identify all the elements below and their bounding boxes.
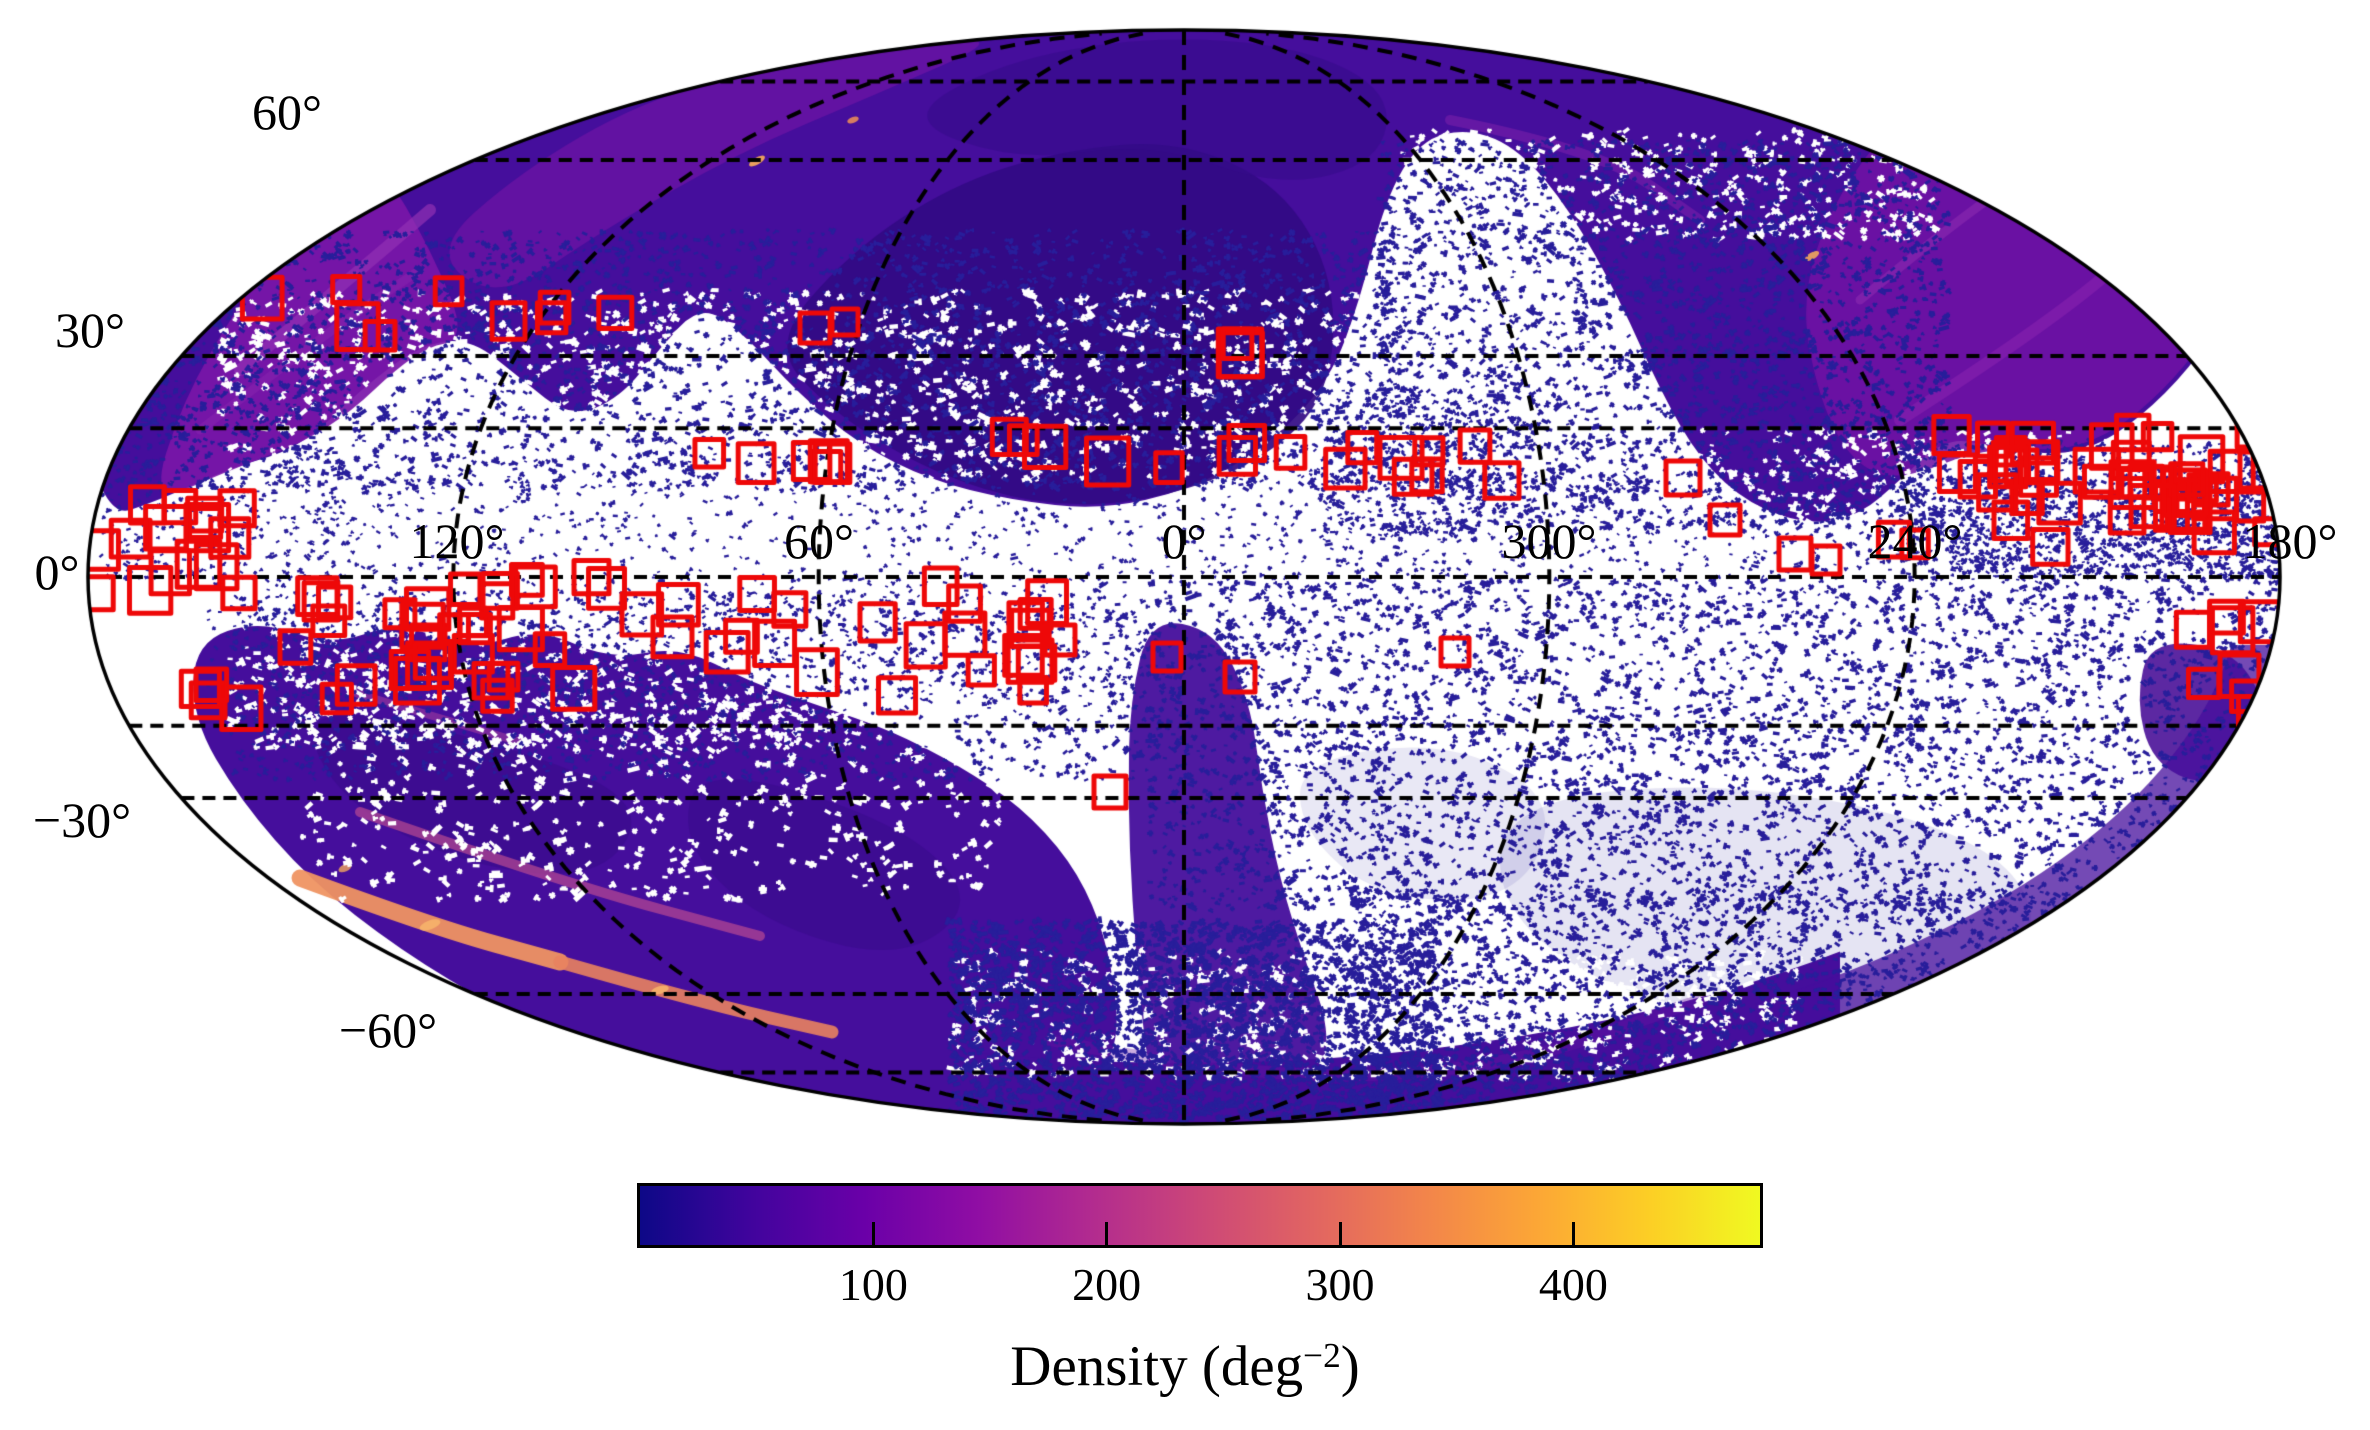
latitude-tick-label: −60°: [338, 1002, 438, 1058]
colorbar-tick-mark: [1105, 1222, 1109, 1248]
colorbar-tick-label: 400: [1538, 1259, 1608, 1310]
latitude-tick-label: 60°: [252, 84, 322, 140]
colorbar-tick-mark: [1571, 1222, 1575, 1248]
latitude-tick-label: −30°: [32, 792, 132, 848]
colorbar-tick-mark: [1338, 1222, 1342, 1248]
colorbar-tick-label: 300: [1305, 1259, 1375, 1310]
colorbar-axis-label-prefix: Density (deg: [1010, 1335, 1304, 1398]
colorbar-axis-label: Density (deg−2): [0, 1335, 2370, 1398]
colorbar-axis-label-exponent: −2: [1303, 1335, 1341, 1375]
colorbar-tick-label: 100: [838, 1259, 908, 1310]
longitude-tick-label: 300°: [1501, 513, 1597, 569]
longitude-tick-label: 180°: [2242, 513, 2338, 569]
colorbar-gradient: [637, 1183, 1763, 1248]
colorbar-tick-label: 200: [1072, 1259, 1142, 1310]
longitude-tick-label: 60°: [784, 513, 854, 569]
colorbar-axis-label-suffix: ): [1340, 1335, 1360, 1398]
latitude-tick-label: 0°: [34, 544, 80, 600]
longitude-tick-label: 240°: [1867, 513, 1963, 569]
colorbar-tick-mark: [871, 1222, 875, 1248]
longitude-tick-label: 120°: [409, 513, 505, 569]
longitude-tick-label: 0°: [1161, 513, 1207, 569]
latitude-tick-label: 30°: [55, 302, 125, 358]
